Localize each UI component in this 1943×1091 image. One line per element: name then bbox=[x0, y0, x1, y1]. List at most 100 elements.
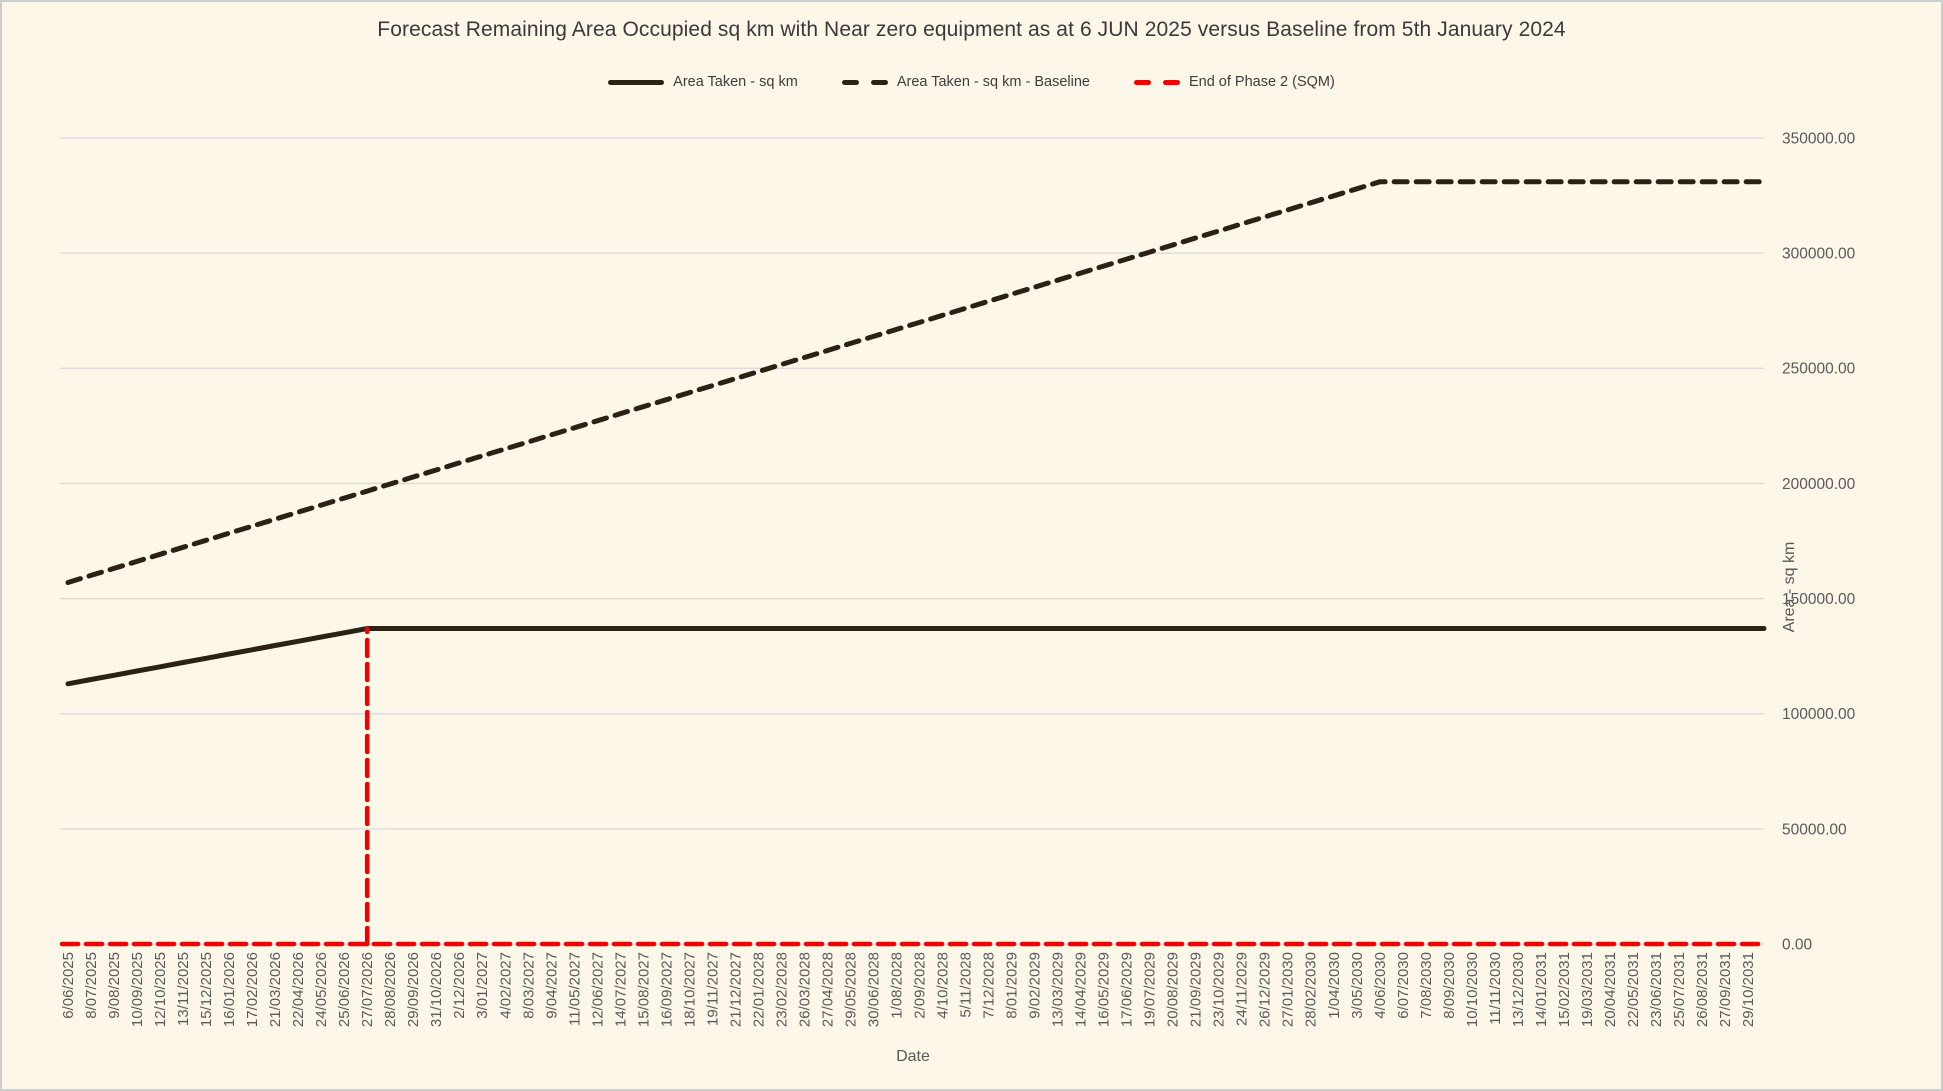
x-tick-label: 15/12/2025 bbox=[198, 952, 215, 1027]
legend-label: Area Taken - sq km bbox=[673, 74, 798, 90]
legend-swatch-segment bbox=[870, 79, 888, 85]
x-tick-label: 4/10/2028 bbox=[935, 952, 952, 1019]
x-tick-label: 15/08/2027 bbox=[635, 952, 652, 1027]
legend-item-baseline: Area Taken - sq km - Baseline bbox=[841, 74, 1090, 90]
legend-swatch-red-dashed-line-icon bbox=[1133, 79, 1180, 85]
x-tick-label: 1/08/2028 bbox=[888, 952, 905, 1019]
legend-swatch-segment bbox=[1133, 79, 1151, 85]
legend-label: Area Taken - sq km - Baseline bbox=[896, 74, 1090, 90]
x-tick-label: 3/01/2027 bbox=[474, 952, 491, 1019]
x-tick-label: 11/11/2030 bbox=[1487, 952, 1504, 1025]
x-tick-label: 12/06/2027 bbox=[589, 952, 606, 1027]
x-tick-label: 19/07/2029 bbox=[1142, 952, 1159, 1027]
x-tick-label: 7/12/2028 bbox=[981, 952, 998, 1019]
x-tick-label: 8/01/2029 bbox=[1004, 952, 1021, 1019]
x-tick-label: 20/08/2029 bbox=[1165, 952, 1182, 1027]
x-tick-label: 21/03/2026 bbox=[267, 952, 284, 1027]
x-tick-label: 22/05/2031 bbox=[1625, 952, 1642, 1027]
x-tick-label: 28/02/2030 bbox=[1303, 952, 1320, 1027]
x-tick-label: 17/02/2026 bbox=[244, 952, 261, 1027]
x-tick-label: 23/06/2031 bbox=[1648, 952, 1665, 1027]
y-tick-label: 50000.00 bbox=[1782, 821, 1847, 838]
x-tick-label: 27/04/2028 bbox=[819, 952, 836, 1027]
x-tick-label: 17/06/2029 bbox=[1119, 952, 1136, 1027]
y-tick-label: 150000.00 bbox=[1782, 591, 1856, 608]
x-tick-label: 21/09/2029 bbox=[1188, 952, 1205, 1027]
x-tick-label: 24/05/2026 bbox=[313, 952, 330, 1027]
y-tick-label: 300000.00 bbox=[1782, 246, 1856, 263]
x-tick-label: 29/09/2026 bbox=[405, 952, 422, 1027]
x-tick-label: 26/08/2031 bbox=[1694, 952, 1711, 1027]
x-tick-label: 20/04/2031 bbox=[1602, 952, 1619, 1027]
x-tick-label: 16/01/2026 bbox=[221, 952, 238, 1027]
legend-label: End of Phase 2 (SQM) bbox=[1188, 74, 1335, 90]
x-tick-label: 16/05/2029 bbox=[1096, 952, 1113, 1027]
x-tick-label: 9/02/2029 bbox=[1027, 952, 1044, 1019]
x-tick-label: 14/01/2031 bbox=[1533, 952, 1550, 1027]
x-tick-label: 11/05/2027 bbox=[566, 952, 583, 1026]
x-tick-label: 26/12/2029 bbox=[1257, 952, 1274, 1027]
x-tick-label: 19/11/2027 bbox=[704, 952, 721, 1026]
x-tick-label: 10/10/2030 bbox=[1464, 952, 1481, 1027]
x-tick-label: 29/10/2031 bbox=[1740, 952, 1757, 1027]
x-tick-label: 2/12/2026 bbox=[451, 952, 468, 1019]
x-tick-label: 9/04/2027 bbox=[543, 952, 560, 1019]
x-tick-label: 27/07/2026 bbox=[359, 952, 376, 1027]
x-tick-label: 27/09/2031 bbox=[1717, 952, 1734, 1027]
legend-item-end-of-phase-2: End of Phase 2 (SQM) bbox=[1133, 74, 1335, 90]
gridlines bbox=[60, 137, 1764, 945]
x-tick-label: 1/04/2030 bbox=[1326, 952, 1343, 1019]
x-tick-label: 6/07/2030 bbox=[1395, 952, 1412, 1019]
y-tick-label: 0.00 bbox=[1782, 936, 1813, 953]
x-tick-label: 25/07/2031 bbox=[1671, 952, 1688, 1027]
x-tick-label: 27/01/2030 bbox=[1280, 952, 1297, 1027]
x-axis-title: Date bbox=[896, 1048, 930, 1065]
x-tick-label: 4/06/2030 bbox=[1372, 952, 1389, 1019]
x-tick-label: 6/06/2025 bbox=[60, 952, 77, 1019]
x-tick-label: 7/08/2030 bbox=[1418, 952, 1435, 1019]
x-tick-label: 22/01/2028 bbox=[750, 952, 767, 1027]
x-tick-label: 2/09/2028 bbox=[912, 952, 929, 1019]
x-tick-label: 9/08/2025 bbox=[106, 952, 123, 1019]
y-axis-title: Area - sq km bbox=[1781, 541, 1798, 633]
x-tick-label: 13/12/2030 bbox=[1510, 952, 1527, 1027]
x-tick-label: 13/03/2029 bbox=[1050, 952, 1067, 1027]
x-tick-label: 28/08/2026 bbox=[382, 952, 399, 1027]
x-axis-tick-labels: 6/06/2025 8/07/2025 9/08/2025 10/09/2025 12/… bbox=[60, 952, 1757, 1027]
x-tick-label: 18/10/2027 bbox=[681, 952, 698, 1027]
series-line-area-taken-sq-km-baseline bbox=[65, 179, 1767, 585]
legend-swatch-segment bbox=[841, 79, 859, 85]
legend: Area Taken - sq km Area Taken - sq km - … bbox=[2, 74, 1941, 90]
x-tick-label: 19/03/2031 bbox=[1579, 952, 1596, 1027]
x-tick-label: 25/06/2026 bbox=[336, 952, 353, 1027]
x-tick-label: 22/04/2026 bbox=[290, 952, 307, 1027]
x-tick-label: 30/06/2028 bbox=[865, 952, 882, 1027]
x-tick-label: 26/03/2028 bbox=[796, 952, 813, 1027]
x-tick-label: 12/10/2025 bbox=[152, 952, 169, 1027]
x-tick-label: 5/11/2028 bbox=[958, 952, 975, 1018]
x-tick-label: 15/02/2031 bbox=[1556, 952, 1573, 1027]
x-tick-label: 29/05/2028 bbox=[842, 952, 859, 1027]
y-tick-label: 100000.00 bbox=[1782, 706, 1856, 723]
x-tick-label: 23/10/2029 bbox=[1211, 952, 1228, 1027]
y-axis-tick-labels: 0.00 50000.00 100000.00 150000.00 200000.00 2… bbox=[1782, 130, 1856, 953]
x-tick-label: 14/07/2027 bbox=[612, 952, 629, 1027]
x-tick-label: 8/07/2025 bbox=[83, 952, 100, 1019]
x-tick-label: 16/09/2027 bbox=[658, 952, 675, 1027]
x-tick-label: 21/12/2027 bbox=[727, 952, 744, 1027]
legend-swatch-dashed-line-icon bbox=[841, 79, 888, 85]
x-tick-label: 31/10/2026 bbox=[428, 952, 445, 1027]
y-tick-label: 350000.00 bbox=[1782, 130, 1856, 147]
y-tick-label: 200000.00 bbox=[1782, 476, 1856, 493]
series-line-area-taken-sq-km bbox=[65, 626, 1767, 687]
x-tick-label: 8/09/2030 bbox=[1441, 952, 1458, 1019]
x-tick-label: 14/04/2029 bbox=[1073, 952, 1090, 1027]
x-tick-label: 10/09/2025 bbox=[129, 952, 146, 1027]
legend-swatch-segment bbox=[608, 79, 665, 85]
x-tick-label: 23/02/2028 bbox=[773, 952, 790, 1027]
x-tick-label: 8/03/2027 bbox=[520, 952, 537, 1019]
legend-item-area-taken: Area Taken - sq km bbox=[608, 74, 798, 90]
x-tick-label: 24/11/2029 bbox=[1234, 952, 1251, 1026]
